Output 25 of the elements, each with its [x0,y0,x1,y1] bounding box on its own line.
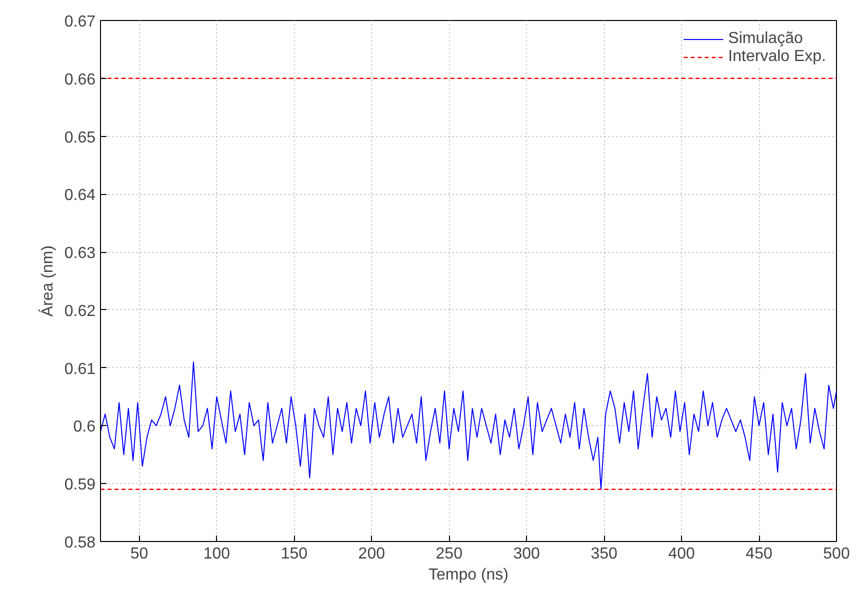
y-tick-label: 0.59 [64,476,96,494]
line-series [100,362,836,490]
y-tick-label: 0.65 [64,129,96,146]
legend-label: Simulação [728,30,803,48]
y-tick-label: 0.66 [64,71,96,88]
y-tick-label: 0.62 [64,302,96,320]
y-tick-label: 0.63 [64,245,96,262]
x-tick-label: 450 [746,546,772,562]
x-axis-title: Tempo (ns) [428,566,509,584]
x-tick-label: 350 [590,546,618,562]
y-axis-title: Área (nm) [38,245,56,317]
y-tick-label: 0.6 [73,418,96,436]
y-tick-label: 0.64 [64,187,96,204]
x-tick-label: 500 [823,546,850,562]
y-tick-label: 0.61 [64,360,96,378]
y-tick-label: 0.58 [64,534,96,552]
x-tick-label: 150 [280,546,308,562]
x-tick-label: 100 [203,546,230,562]
legend-label: Intervalo Exp. [728,48,826,66]
x-tick-label: 50 [130,546,148,562]
x-tick-label: 200 [358,546,386,562]
x-tick-label: 250 [436,546,463,562]
x-tick-label: 300 [513,546,540,562]
y-tick-label: 0.67 [64,14,96,30]
x-tick-label: 400 [668,546,695,562]
